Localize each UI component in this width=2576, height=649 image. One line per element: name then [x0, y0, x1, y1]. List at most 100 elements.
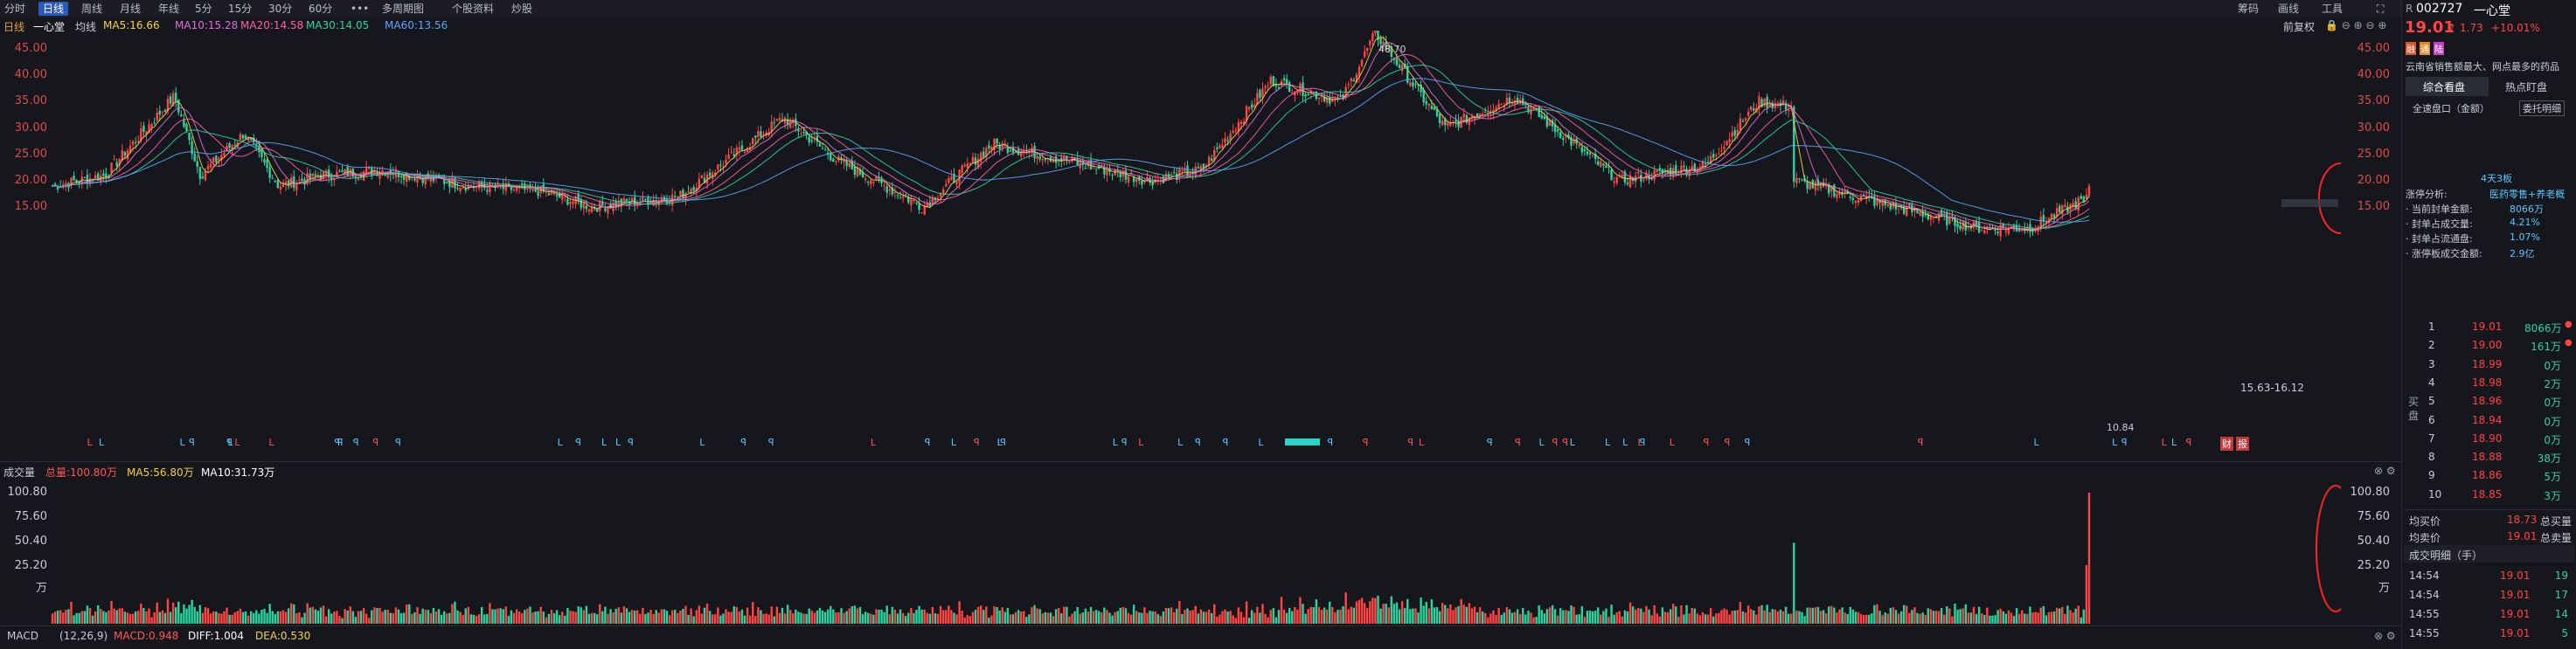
- tab-15min[interactable]: 15分: [228, 3, 253, 15]
- subtab-full-speed[interactable]: 全速盘口（金额）: [2413, 103, 2489, 114]
- ma5-line: [52, 37, 2090, 231]
- candle-body: [1111, 174, 1114, 176]
- tab-hotspot[interactable]: 热点盯盘: [2505, 81, 2548, 93]
- expand-icon[interactable]: ⛶: [2377, 3, 2385, 15]
- stock-profile-button[interactable]: 个股资料: [452, 3, 495, 15]
- candle-body: [1562, 137, 1565, 141]
- volume-bar: [601, 611, 604, 624]
- candle-body: [1366, 48, 1369, 52]
- multi-period-button[interactable]: 多周期图: [382, 3, 425, 15]
- candle-body: [2026, 226, 2029, 230]
- volume-bar: [1899, 611, 1903, 624]
- candle-body: [1323, 96, 1326, 102]
- volume-bar: [204, 607, 207, 624]
- bid-row[interactable]: 7 18.90 0万: [2420, 432, 2573, 448]
- tab-daily[interactable]: 日线: [38, 2, 69, 16]
- tab-weekly[interactable]: 周线: [81, 3, 103, 15]
- ma-label[interactable]: 均线: [75, 21, 97, 33]
- candle-body: [446, 182, 448, 183]
- candle-body: [550, 191, 553, 195]
- tab-monthly[interactable]: 月线: [120, 3, 142, 15]
- macd-title[interactable]: MACD: [7, 630, 38, 642]
- volume-bar: [920, 609, 923, 624]
- volume-bar: [161, 610, 164, 624]
- bid-row[interactable]: 6 18.94 0万: [2420, 414, 2573, 430]
- tools-button[interactable]: 工具: [2322, 3, 2343, 15]
- bid-row[interactable]: 8 18.88 38万: [2420, 451, 2573, 466]
- bid-row[interactable]: 5 18.96 0万: [2420, 395, 2573, 411]
- candle-body: [1307, 93, 1309, 95]
- candle-body: [188, 132, 191, 141]
- bid-level: 2: [2428, 339, 2435, 352]
- adjust-dropdown[interactable]: 前复权: [2283, 21, 2316, 33]
- candle-body: [1913, 208, 1916, 211]
- tab-5min[interactable]: 5分: [195, 3, 212, 15]
- subtab-order-detail[interactable]: 委托明细: [2519, 100, 2565, 116]
- volume-bar: [955, 614, 958, 624]
- volume-bar: [1693, 608, 1696, 624]
- candle-body: [402, 175, 406, 180]
- volume-bar: [1562, 610, 1565, 624]
- tab-fenshi[interactable]: 分时: [4, 3, 26, 15]
- candle-body: [231, 145, 233, 151]
- tab-overview[interactable]: [2406, 77, 2489, 96]
- volume-bar: [1425, 602, 1427, 624]
- volume-bar: [719, 615, 722, 624]
- signal-marker: L: [558, 437, 564, 448]
- candle-body: [1141, 180, 1143, 185]
- volume-bar: [70, 602, 73, 624]
- volume-bar: [1154, 611, 1156, 624]
- volume-bar: [2082, 609, 2086, 624]
- volume-bar: [1543, 613, 1546, 624]
- bid-price: 18.85: [2472, 487, 2503, 501]
- candle-body: [1435, 109, 1439, 117]
- bid-row[interactable]: 9 18.86 5万: [2420, 469, 2573, 485]
- volume-bar: [1430, 599, 1434, 624]
- candle-body: [1943, 214, 1946, 216]
- volume-close-icon[interactable]: ⊗ ⚙: [2374, 465, 2396, 477]
- financial-badge[interactable]: 财: [2220, 437, 2233, 451]
- volume-bar: [941, 610, 945, 624]
- tab-yearly[interactable]: 年线: [158, 3, 180, 15]
- volume-bar: [2007, 610, 2010, 624]
- bid-row[interactable]: 1 19.01 8066万 ●: [2420, 320, 2573, 336]
- tab-30min[interactable]: 30分: [268, 3, 293, 15]
- volume-bar: [856, 608, 859, 624]
- bid-level: 1: [2428, 321, 2435, 333]
- candle-body: [773, 121, 775, 123]
- volume-bar: [1999, 608, 2002, 624]
- volume-bar: [547, 613, 551, 624]
- volume-bar: [1720, 610, 1723, 624]
- more-button[interactable]: •••: [351, 3, 370, 15]
- volume-bar: [419, 613, 421, 624]
- bid-row[interactable]: 10 18.85 3万: [2420, 488, 2573, 504]
- bid-level: 8: [2428, 451, 2435, 464]
- candle-body: [1715, 155, 1718, 156]
- chip-button[interactable]: 筹码: [2238, 3, 2260, 15]
- kline-chart[interactable]: ꟼꟼꟼLꟼꟼꟼꟼꟼLꟼLꟼLꟼꟼLꟼꟼꟼLLLLLLLꟼꟼꟼꟼꟼꟼLLLLLLL…: [51, 31, 2341, 454]
- bid-row[interactable]: 2 19.00 161万 ●: [2420, 338, 2573, 355]
- candle-body: [1833, 184, 1836, 197]
- volume-bar: [670, 610, 674, 624]
- macd-close-icon[interactable]: ⊗ ⚙: [2374, 630, 2396, 642]
- volume-bar: [979, 605, 982, 624]
- volume-bar: [191, 599, 193, 624]
- volume-bar: [853, 605, 857, 624]
- volume-bar: [1897, 613, 1900, 624]
- tab-60min[interactable]: 60分: [309, 3, 333, 15]
- draw-line-button[interactable]: 画线: [2278, 3, 2300, 15]
- report-badge[interactable]: 报: [2236, 437, 2249, 451]
- volume-bar: [1081, 612, 1085, 624]
- review-button[interactable]: 炒股: [511, 3, 533, 15]
- chart-controls-icons[interactable]: 🔒 ⊖ ⊕ ⊖ ⊕: [2325, 19, 2387, 31]
- bid-row[interactable]: 3 18.99 0万: [2420, 358, 2573, 374]
- candle-body: [346, 166, 349, 176]
- volume-bar: [805, 613, 808, 624]
- volume-bar: [1972, 606, 1975, 624]
- signal-marker: L: [1258, 437, 1264, 448]
- volume-bar: [475, 616, 478, 624]
- bid-row[interactable]: 4 18.98 2万: [2420, 376, 2573, 392]
- volume-bar: [524, 610, 526, 624]
- volume-bar: [454, 601, 456, 624]
- volume-chart[interactable]: [51, 479, 2341, 624]
